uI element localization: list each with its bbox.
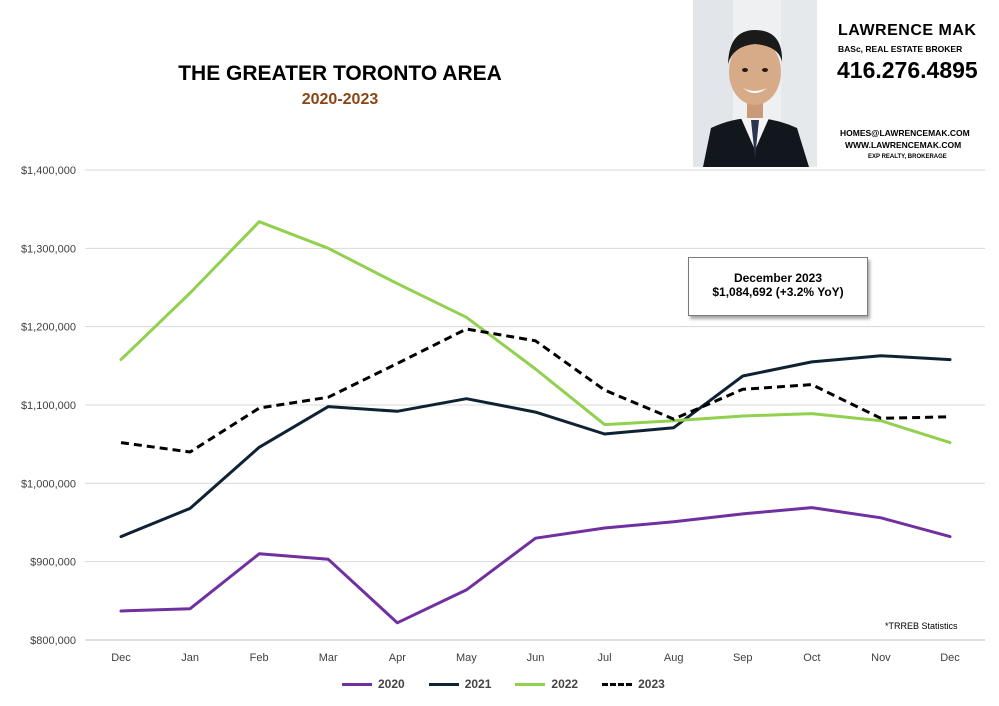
- legend-swatch: [515, 682, 546, 686]
- legend-item-2023: 2023: [602, 677, 665, 691]
- chart-subtitle: 2020-2023: [301, 91, 379, 108]
- x-tick-label: Jan: [181, 652, 199, 664]
- legend-label: 2020: [378, 677, 405, 691]
- source-note: *TRREB Statistics: [885, 621, 958, 631]
- agent-website[interactable]: WWW.LAWRENCEMAK.COM: [845, 140, 962, 150]
- agent-portrait-image: [693, 0, 817, 167]
- agent-name: LAWRENCE MAK: [838, 22, 977, 39]
- agent-contact-card: LAWRENCE MAK BASc, REAL ESTATE BROKER 41…: [820, 0, 999, 167]
- legend-item-2021: 2021: [428, 677, 492, 691]
- series-line-2023: [120, 327, 951, 454]
- x-tick-label: May: [456, 652, 477, 664]
- x-tick-label: Apr: [389, 652, 406, 664]
- december-2023-callout: December 2023 $1,084,692 (+3.2% YoY): [688, 257, 868, 316]
- legend-swatch: [602, 682, 633, 686]
- x-tick-label: Oct: [803, 652, 820, 664]
- legend-label: 2023: [638, 677, 665, 691]
- x-tick-label: Dec: [111, 652, 131, 664]
- y-tick-label: $1,400,000: [21, 165, 76, 177]
- callout-title: December 2023: [733, 271, 823, 285]
- x-tick-label: Feb: [250, 652, 269, 664]
- x-tick-label: Sep: [733, 652, 753, 664]
- y-tick-label: $1,300,000: [21, 243, 76, 255]
- series-line-2021: [119, 354, 952, 539]
- y-tick-label: $1,000,000: [21, 478, 76, 490]
- x-tick-label: Nov: [871, 652, 891, 664]
- agent-photo: [693, 0, 817, 167]
- chart-title: THE GREATER TORONTO AREA: [178, 62, 502, 85]
- legend-item-2020: 2020: [342, 677, 405, 691]
- y-tick-label: $900,000: [30, 557, 76, 569]
- legend-item-2022: 2022: [515, 677, 578, 691]
- x-tick-label: Aug: [664, 652, 684, 664]
- callout-value: $1,084,692 (+3.2% YoY): [712, 285, 844, 299]
- y-tick-label: $800,000: [30, 635, 76, 647]
- series-line-2022: [119, 220, 952, 445]
- chart-legend: 2020 2021 2022 2023: [342, 677, 665, 691]
- y-tick-label: $1,200,000: [21, 322, 76, 334]
- agent-email[interactable]: HOMES@LAWRENCEMAK.COM: [840, 128, 970, 138]
- legend-swatch: [428, 682, 459, 686]
- x-tick-label: Jun: [527, 652, 545, 664]
- brokerage-name: EXP REALTY, BROKERAGE: [868, 154, 947, 160]
- x-tick-label: Jul: [598, 652, 612, 664]
- y-tick-label: $1,100,000: [21, 400, 76, 412]
- agent-phone[interactable]: 416.276.4895: [837, 57, 978, 83]
- legend-swatch: [342, 682, 372, 686]
- legend-label: 2021: [464, 677, 492, 691]
- x-tick-label: Dec: [940, 652, 960, 664]
- x-tick-label: Mar: [319, 652, 338, 664]
- legend-label: 2022: [551, 677, 579, 691]
- agent-credentials: BASc, REAL ESTATE BROKER: [838, 44, 963, 54]
- series-line-2020: [119, 506, 952, 625]
